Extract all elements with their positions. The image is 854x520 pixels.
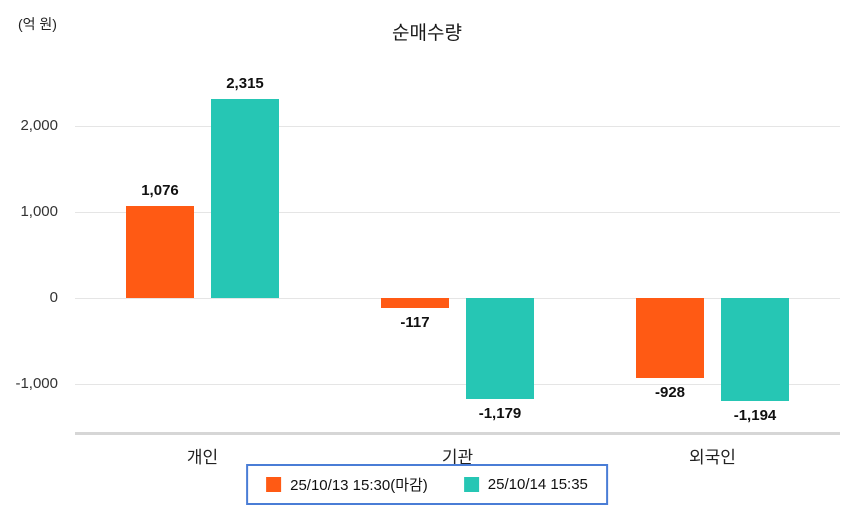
y-axis: 2,000 1,000 0 -1,000 <box>0 55 68 432</box>
bar-series2-외국인 <box>721 298 789 401</box>
bar-series2-개인 <box>211 99 279 299</box>
legend-label-series2: 25/10/14 15:35 <box>487 476 588 493</box>
legend-swatch-series2 <box>463 477 479 492</box>
bar-value-label: 1,076 <box>141 181 179 199</box>
y-tick-label: 1,000 <box>20 203 58 221</box>
legend: 25/10/13 15:30(마감) 25/10/14 15:35 <box>246 464 608 505</box>
legend-item-series2: 25/10/14 15:35 <box>463 476 588 493</box>
legend-swatch-series1 <box>266 477 282 492</box>
gridline <box>75 126 840 128</box>
y-tick-label: 2,000 <box>20 117 58 135</box>
x-category-label: 기관 <box>441 448 474 467</box>
plot-area: 1,076 2,315 -117 -1,179 -928 -1,194 <box>75 55 840 435</box>
x-category-label: 외국인 <box>689 448 736 467</box>
x-axis: 개인 기관 외국인 <box>75 435 840 467</box>
y-tick-label: -1,000 <box>15 374 58 392</box>
chart-title: 순매수량 <box>392 23 462 44</box>
bar-value-label: -1,179 <box>478 405 522 423</box>
bar-value-label: -117 <box>400 314 430 332</box>
bar-value-label: -1,194 <box>733 406 777 424</box>
bar-value-label: -928 <box>654 383 686 401</box>
y-tick-label: 0 <box>49 289 58 307</box>
legend-item-series1: 25/10/13 15:30(마감) <box>266 474 428 495</box>
y-axis-unit-label: (억 원) <box>18 16 57 32</box>
x-category-label: 개인 <box>186 448 219 467</box>
bar-value-label: 2,315 <box>226 75 264 93</box>
bar-series1-외국인 <box>636 298 704 378</box>
legend-label-series1: 25/10/13 15:30(마감) <box>290 477 428 494</box>
gridline <box>75 212 840 214</box>
bar-series1-개인 <box>126 205 194 299</box>
bar-series1-기관 <box>381 298 449 309</box>
gridline <box>75 383 840 385</box>
gridline <box>75 298 840 300</box>
bar-series2-기관 <box>466 298 534 400</box>
